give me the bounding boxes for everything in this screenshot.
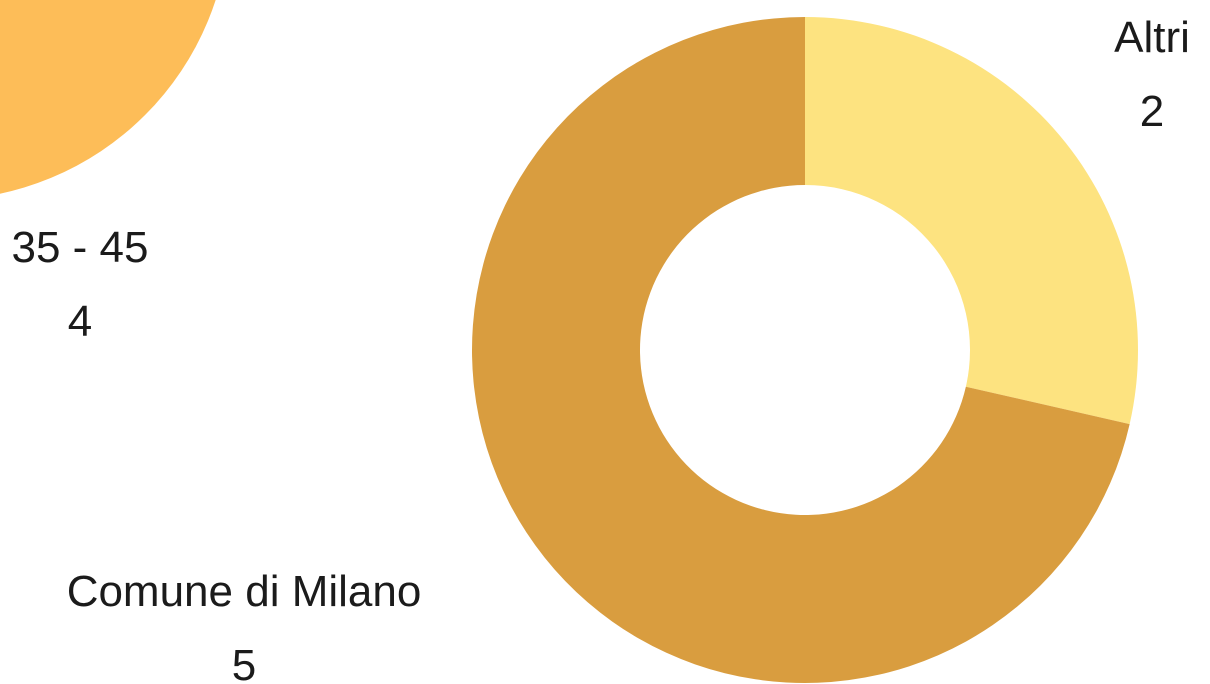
slice-label-altri: Altri: [1114, 13, 1190, 62]
slice-value-35-45: 4: [68, 297, 92, 346]
left-pie-chart: 35 - 45 4: [0, 0, 230, 346]
donut-chart: Altri 2 Comune di Milano 5: [67, 13, 1190, 684]
pie-slice-35-45[interactable]: [0, 0, 230, 200]
donut-slice-comune-di-milano[interactable]: [472, 17, 1130, 683]
slice-label-35-45: 35 - 45: [12, 223, 149, 272]
slice-label-comune-di-milano: Comune di Milano: [67, 567, 422, 616]
slice-value-comune-di-milano: 5: [232, 641, 256, 684]
donut-slice-altri[interactable]: [805, 17, 1138, 425]
slice-value-altri: 2: [1140, 87, 1164, 136]
